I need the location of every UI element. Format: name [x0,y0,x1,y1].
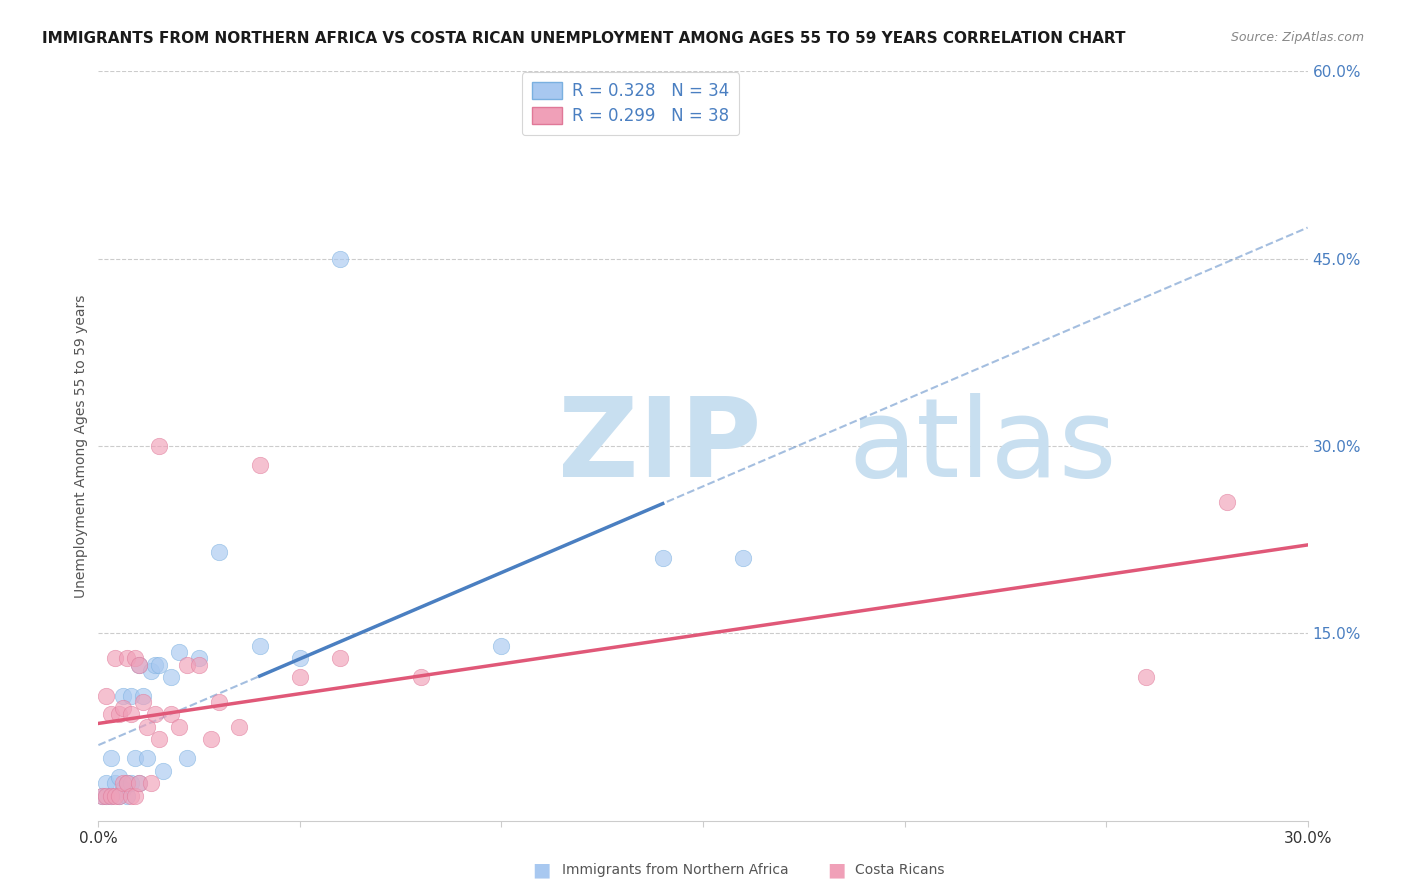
Text: ■: ■ [531,860,551,880]
Point [120,689,142,703]
Text: Immigrants from Northern Africa: Immigrants from Northern Africa [562,863,789,877]
Point [188,657,211,672]
Point [135,751,157,765]
Point [188,651,211,665]
Point [111,689,134,703]
Point [176,751,198,765]
Point [111,782,134,797]
Point [96,776,118,790]
Point [115,651,138,665]
Point [128,657,150,672]
Point [167,645,190,659]
Point [1216,495,1239,509]
Text: ZIP: ZIP [558,392,761,500]
Point [115,789,138,803]
Point [491,639,513,653]
Text: atlas: atlas [848,392,1116,500]
Point [139,664,162,678]
Text: Costa Ricans: Costa Ricans [855,863,945,877]
Point [120,789,142,803]
Point [96,789,118,803]
Point [208,545,231,559]
Point [288,651,311,665]
Point [120,707,142,722]
Point [103,789,125,803]
Point [107,789,129,803]
Point [288,670,311,684]
Point [100,751,122,765]
Point [148,439,170,453]
Point [160,670,183,684]
Point [103,651,125,665]
Text: ■: ■ [827,860,846,880]
Point [176,657,198,672]
Point [100,707,122,722]
Point [103,776,125,790]
Point [200,732,222,747]
Point [128,657,150,672]
Point [249,639,271,653]
Point [132,695,155,709]
Text: IMMIGRANTS FROM NORTHERN AFRICA VS COSTA RICAN UNEMPLOYMENT AMONG AGES 55 TO 59 : IMMIGRANTS FROM NORTHERN AFRICA VS COSTA… [42,31,1126,46]
Point [115,776,138,790]
Point [111,701,134,715]
Point [208,695,231,709]
Point [128,776,150,790]
Point [91,789,114,803]
Point [152,764,174,778]
Text: Source: ZipAtlas.com: Source: ZipAtlas.com [1230,31,1364,45]
Point [409,670,432,684]
Point [651,551,673,566]
Legend: R = 0.328   N = 34, R = 0.299   N = 38: R = 0.328 N = 34, R = 0.299 N = 38 [522,72,740,136]
Point [120,776,142,790]
Point [128,776,150,790]
Point [329,651,352,665]
Point [135,720,157,734]
Point [107,707,129,722]
Point [124,789,146,803]
Point [111,776,134,790]
Point [228,720,250,734]
Point [1135,670,1157,684]
Point [91,789,114,803]
Point [143,707,166,722]
Point [107,789,129,803]
Point [148,732,170,747]
Point [96,789,118,803]
Point [100,789,122,803]
Point [115,776,138,790]
Point [124,751,146,765]
Point [100,789,122,803]
Point [160,707,183,722]
Point [148,657,170,672]
Point [329,252,352,266]
Y-axis label: Unemployment Among Ages 55 to 59 years: Unemployment Among Ages 55 to 59 years [75,294,89,598]
Point [249,458,271,472]
Point [143,657,166,672]
Point [139,776,162,790]
Point [733,551,755,566]
Point [124,651,146,665]
Point [107,770,129,784]
Point [167,720,190,734]
Point [96,689,118,703]
Point [132,689,155,703]
